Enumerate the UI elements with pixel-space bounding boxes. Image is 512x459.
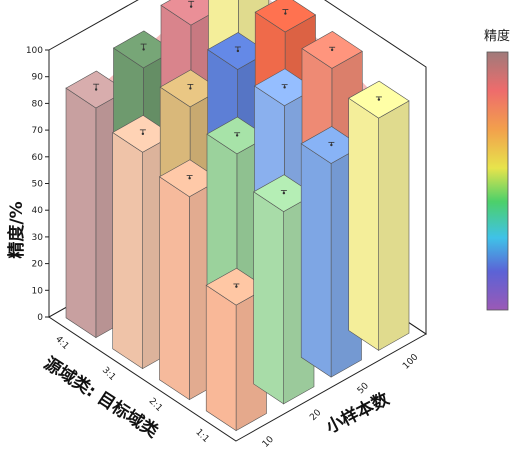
y-tick-label: 3:1: [100, 365, 117, 382]
z-axis-ticks: 0 10 20 30 40 50 60 70 80 90 100: [26, 46, 49, 323]
z-axis-title: 精度/%: [6, 201, 27, 258]
z-tick-label: 70: [32, 126, 44, 136]
z-tick-label: 100: [26, 46, 43, 56]
z-tick-label: 30: [32, 233, 44, 243]
bar: [253, 174, 315, 405]
x-tick-label: 10: [261, 434, 276, 449]
y-tick-label: 4:1: [53, 334, 70, 351]
bar: [205, 267, 268, 432]
z-tick-label: 60: [32, 153, 44, 163]
z-tick-label: 10: [32, 286, 44, 296]
z-tick-label: 40: [32, 206, 44, 216]
bar: [348, 80, 410, 351]
colorbar: [486, 51, 509, 311]
z-tick-label: 50: [32, 180, 44, 190]
bars-group: [65, 0, 410, 432]
x-tick-label: 50: [356, 381, 371, 396]
x-axis-title: 小样本数: [322, 388, 393, 438]
y-tick-label: 2:1: [147, 396, 164, 413]
z-tick-label: 80: [32, 99, 44, 109]
bar: [158, 159, 221, 401]
z-tick-label: 90: [32, 73, 44, 83]
colorbar-title: 精度: [484, 28, 510, 44]
x-tick-label: 20: [308, 408, 323, 423]
x-tick-label: 100: [401, 352, 420, 371]
y-tick-label: 1:1: [193, 427, 210, 444]
z-tick-label: 20: [32, 260, 44, 270]
z-tick-label: 0: [37, 313, 43, 323]
